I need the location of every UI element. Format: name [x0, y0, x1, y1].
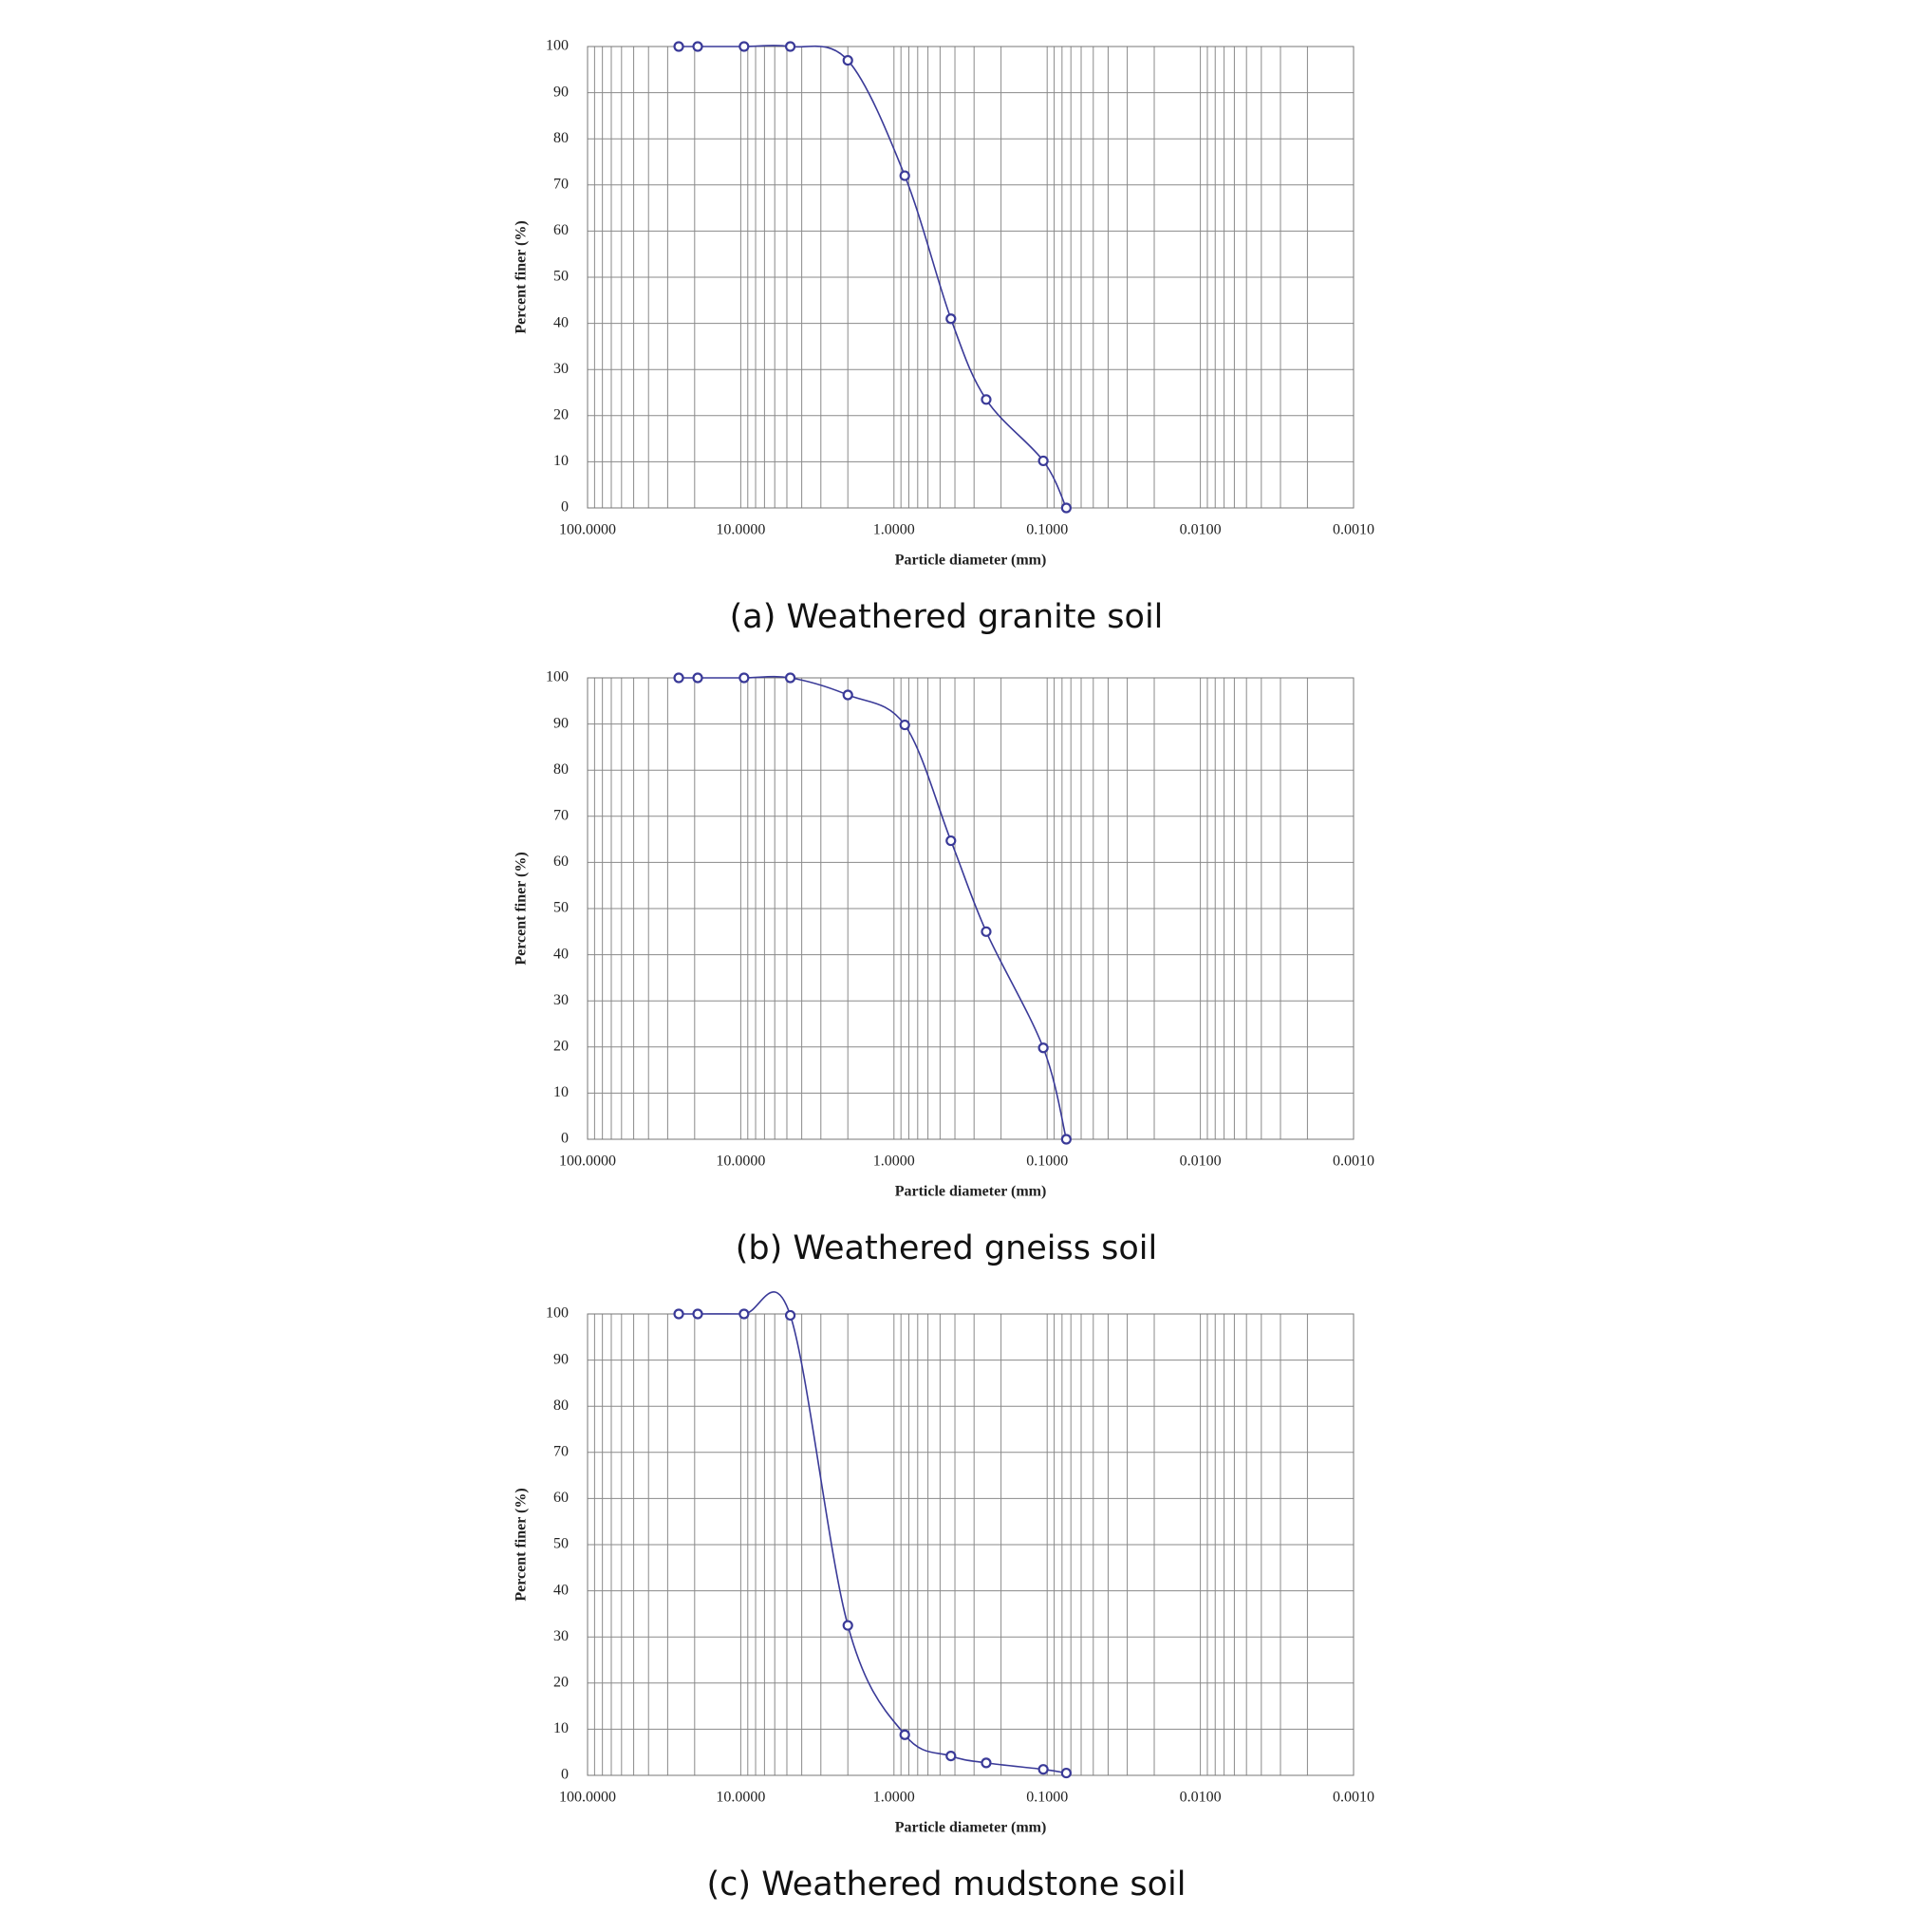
y-axis-title: Percent finer (%)	[514, 220, 530, 333]
point	[738, 41, 750, 52]
y-tick-label: 60	[553, 222, 569, 238]
y-tick-label: 40	[553, 1582, 569, 1598]
point	[1037, 455, 1049, 467]
x-tick-label: 10.0000	[716, 1154, 765, 1170]
y-tick-label: 100	[546, 669, 569, 685]
point	[673, 41, 684, 52]
y-tick-label: 70	[553, 176, 569, 192]
y-tick-label: 80	[553, 761, 569, 778]
y-tick-label: 10	[553, 1720, 569, 1736]
point	[673, 1308, 684, 1320]
point	[842, 689, 853, 701]
x-tick-label: 0.0100	[1180, 522, 1222, 538]
caption: (a) Weathered granite soil	[730, 598, 1164, 636]
y-tick-label: 10	[553, 1084, 569, 1100]
x-tick-label: 0.1000	[1026, 1154, 1068, 1170]
point	[899, 719, 910, 731]
line	[679, 675, 1068, 1140]
y-tick-label: 50	[553, 1536, 569, 1552]
y-tick-label: 30	[553, 361, 569, 377]
x-axis-title: Particle diameter (mm)	[895, 553, 1047, 569]
x-tick-label: 100.0000	[559, 1790, 616, 1806]
x-tick-label: 100.0000	[559, 1154, 616, 1170]
point	[981, 394, 992, 405]
y-tick-label: 60	[553, 853, 569, 870]
x-axis-title: Particle diameter (mm)	[895, 1820, 1047, 1836]
y-tick-label: 30	[553, 992, 569, 1008]
point	[945, 835, 957, 847]
y-tick-label: 60	[553, 1490, 569, 1506]
x-tick-label: 0.1000	[1026, 1790, 1068, 1806]
point	[842, 1620, 853, 1631]
x-tick-label: 0.0010	[1333, 1154, 1374, 1170]
x-tick-label: 1.0000	[873, 1154, 915, 1170]
y-tick-label: 50	[553, 900, 569, 916]
x-tick-label: 0.0010	[1333, 1790, 1374, 1806]
x-tick-label: 0.1000	[1026, 522, 1068, 538]
point	[1037, 1764, 1049, 1775]
point	[1060, 1767, 1072, 1779]
point	[1060, 502, 1072, 514]
y-tick-label: 70	[553, 807, 569, 823]
y-tick-label: 50	[553, 269, 569, 285]
point	[1060, 1134, 1072, 1145]
point	[784, 41, 796, 52]
point	[981, 1757, 992, 1769]
point	[692, 672, 703, 684]
y-tick-label: 20	[553, 1674, 569, 1690]
y-tick-label: 0	[561, 499, 569, 516]
y-tick-label: 0	[561, 1767, 569, 1783]
point	[945, 1750, 957, 1762]
y-tick-label: 10	[553, 453, 569, 469]
y-tick-label: 100	[546, 1305, 569, 1322]
line	[679, 45, 1068, 509]
x-tick-label: 0.0100	[1180, 1154, 1222, 1170]
y-axis-title: Percent finer (%)	[514, 852, 530, 965]
x-tick-label: 10.0000	[716, 1790, 765, 1806]
x-tick-label: 0.0100	[1180, 1790, 1222, 1806]
point	[784, 672, 796, 684]
y-tick-label: 90	[553, 1351, 569, 1367]
y-tick-label: 70	[553, 1443, 569, 1459]
point	[784, 1309, 796, 1322]
point	[692, 41, 703, 52]
plot-frame	[587, 1313, 1355, 1776]
y-tick-label: 40	[553, 946, 569, 962]
y-tick-label: 0	[561, 1131, 569, 1147]
point	[738, 672, 750, 684]
point	[692, 1308, 703, 1320]
x-tick-label: 1.0000	[873, 522, 915, 538]
y-tick-label: 30	[553, 1628, 569, 1644]
plot-frame	[587, 46, 1355, 509]
y-tick-label: 20	[553, 406, 569, 422]
caption: (c) Weathered mudstone soil	[707, 1866, 1187, 1904]
y-tick-label: 40	[553, 314, 569, 330]
point	[899, 170, 910, 181]
y-tick-label: 100	[546, 38, 569, 54]
y-tick-label: 90	[553, 715, 569, 731]
point	[738, 1308, 750, 1320]
y-tick-label: 90	[553, 84, 569, 100]
x-tick-label: 0.0010	[1333, 522, 1374, 538]
point	[673, 672, 684, 684]
point	[981, 926, 992, 937]
x-tick-label: 1.0000	[873, 1790, 915, 1806]
x-tick-label: 10.0000	[716, 522, 765, 538]
x-axis-title: Particle diameter (mm)	[895, 1184, 1047, 1200]
line	[679, 1291, 1067, 1774]
point	[842, 54, 853, 66]
y-tick-label: 80	[553, 130, 569, 146]
plot-frame	[587, 677, 1355, 1140]
y-tick-label: 20	[553, 1038, 569, 1054]
caption: (b) Weathered gneiss soil	[736, 1229, 1157, 1267]
y-tick-label: 80	[553, 1397, 569, 1414]
y-axis-title: Percent finer (%)	[514, 1488, 530, 1601]
point	[1037, 1042, 1049, 1054]
point	[899, 1729, 910, 1740]
x-tick-label: 100.0000	[559, 522, 616, 538]
point	[945, 313, 957, 325]
